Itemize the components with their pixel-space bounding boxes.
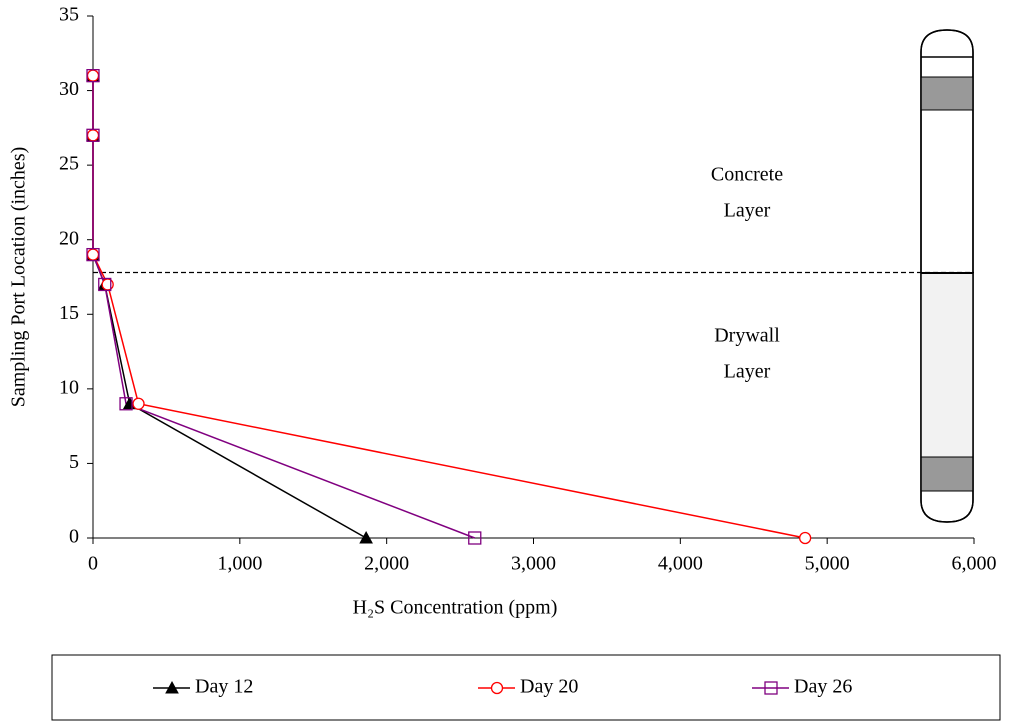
x-tick-label: 2,000 [364,553,409,575]
series-line [93,76,475,538]
y-tick-label: 5 [69,451,79,473]
y-tick-label: 30 [59,78,79,100]
x-tick-label: 4,000 [658,553,703,575]
drywall-fill [921,273,973,457]
annotation: Concrete [711,164,783,186]
column-diagram [921,30,973,522]
marker [133,398,144,409]
annotation: Layer [724,361,771,383]
series-line [93,76,805,538]
y-tick-label: 15 [59,302,79,324]
legend-label: Day 26 [794,676,852,698]
series-line [93,76,366,538]
gravel-top [921,77,973,110]
x-tick-label: 1,000 [217,553,262,575]
marker [800,533,811,544]
marker [492,683,503,694]
y-tick-label: 20 [59,227,79,249]
x-tick-label: 3,000 [511,553,556,575]
y-tick-label: 0 [69,526,79,548]
legend-label: Day 20 [520,676,578,698]
marker [88,70,99,81]
page: {"chart_data": {"type": "line", "xlabel"… [0,0,1011,723]
marker [88,249,99,260]
marker [102,279,113,290]
y-tick-label: 25 [59,153,79,175]
x-axis-title: H₂S Concentration (ppm) [353,597,558,619]
chart: Sampling Port Location (inches) H₂S Conc… [0,0,1011,723]
legend-label: Day 12 [195,676,253,698]
annotation: Layer [724,200,771,222]
y-tick-label: 35 [59,4,79,26]
y-tick-label: 10 [59,376,79,398]
annotation: Drywall [714,325,780,347]
x-tick-label: 6,000 [952,553,997,575]
x-tick-label: 0 [88,553,98,575]
x-tick-label: 5,000 [805,553,850,575]
gravel-bottom [921,457,973,491]
y-axis-title: Sampling Port Location (inches) [8,147,30,408]
marker [88,130,99,141]
